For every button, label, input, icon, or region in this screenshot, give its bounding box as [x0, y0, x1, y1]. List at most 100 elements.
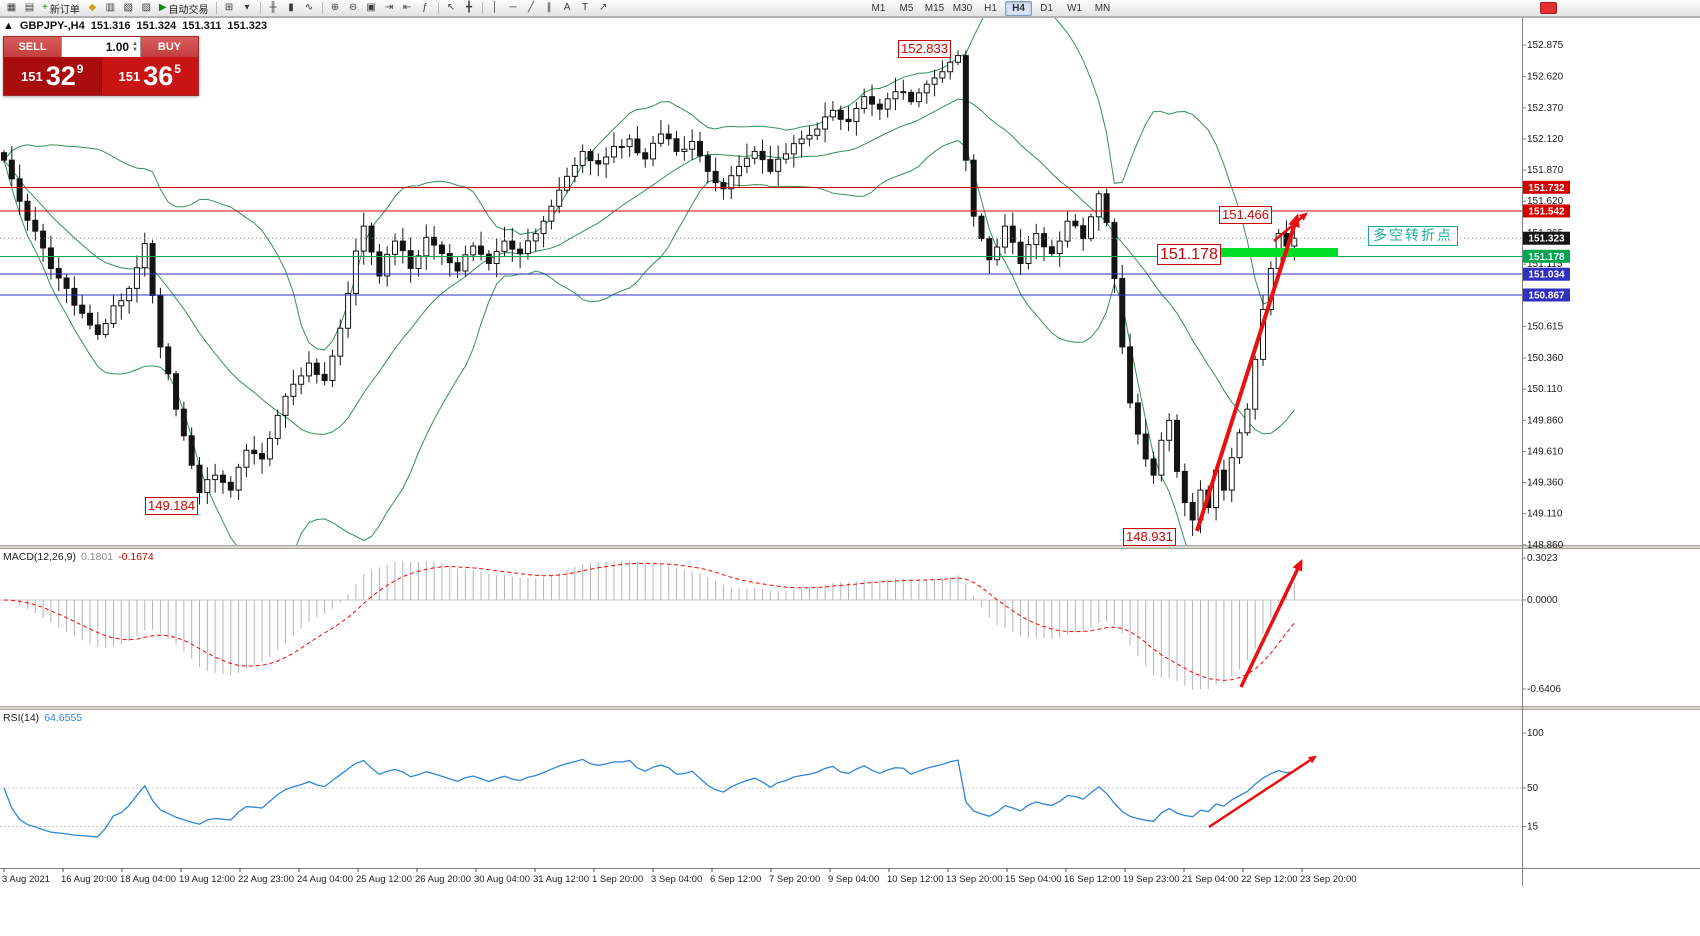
breakout-arrow[interactable] — [1273, 212, 1308, 242]
new-order-button[interactable]: + 新订单 — [39, 1, 83, 16]
arrows-tool-icon: ↗ — [598, 2, 608, 13]
profiles-icon: ▤ — [24, 2, 35, 13]
crosshair-tool-icon: ╋ — [466, 2, 473, 13]
rsi-rally-arrow[interactable] — [1208, 755, 1318, 829]
new-chart-button[interactable]: ⊞ — [221, 1, 238, 16]
chart-shift-button[interactable]: ⇤ — [399, 1, 416, 16]
price-tag-151.178 — [1523, 249, 1570, 263]
sell-price-prefix: 151 — [21, 68, 43, 84]
timeframe-M30[interactable]: M30 — [952, 3, 973, 14]
channel-tool-button[interactable]: ∥ — [541, 1, 558, 16]
cursor-tool-button[interactable]: ↖ — [443, 1, 460, 16]
price-axis-label: 152.875 — [1527, 40, 1564, 51]
time-axis-label: 10 Sep 12:00 — [887, 874, 944, 885]
market-watch-icon: ▥ — [105, 2, 116, 13]
label-tool-button[interactable]: T — [577, 1, 594, 16]
metaeditor-button[interactable]: ◆ — [84, 1, 101, 16]
macd-rally-arrow[interactable] — [1239, 558, 1303, 688]
candlestick-mode-button[interactable]: ▮ — [283, 1, 300, 16]
timeframe-D1[interactable]: D1 — [1040, 3, 1053, 14]
timeframe-W1[interactable]: W1 — [1067, 3, 1082, 14]
pivot-highlight-bar[interactable] — [1210, 248, 1338, 257]
price-axis-label: 149.360 — [1527, 478, 1564, 489]
time-axis-label: 6 Sep 12:00 — [710, 874, 761, 885]
time-axis-label: 3 Sep 04:00 — [651, 874, 702, 885]
zoom-out-button[interactable]: ⊖ — [345, 1, 362, 16]
volume-value: 1.00 — [105, 40, 130, 54]
new-order-label: 新订单 — [49, 4, 80, 16]
timeframe-M5[interactable]: M5 — [899, 3, 914, 14]
price-axis-label: 150.615 — [1527, 321, 1564, 332]
autotrading-button[interactable]: ▶ 自动交易 — [156, 1, 212, 16]
channel-tool-icon: ∥ — [546, 2, 552, 13]
timeframe-M1[interactable]: M1 — [871, 3, 886, 14]
line-chart-mode-button[interactable]: ∿ — [301, 1, 318, 16]
price-rally-arrow[interactable] — [1195, 213, 1300, 532]
rsi-axis-label: 100 — [1527, 728, 1544, 739]
timeframe-H4[interactable]: H4 — [1005, 1, 1032, 16]
spinner-down-icon[interactable]: ▼ — [132, 47, 138, 53]
main-price-panel — [1, 18, 1298, 545]
time-axis-label: 31 Aug 12:00 — [533, 874, 589, 885]
navigator-icon: ▨ — [141, 2, 152, 13]
spinner-up-icon[interactable]: ▲ — [132, 41, 138, 47]
time-axis-label: 16 Sep 12:00 — [1064, 874, 1121, 885]
notification-badge[interactable] — [1540, 2, 1557, 14]
time-axis-label: 23 Sep 20:00 — [1300, 874, 1357, 885]
time-axis-label: 9 Sep 04:00 — [828, 874, 879, 885]
trendline-tool-button[interactable]: ╱ — [523, 1, 540, 16]
crosshair-tool-button[interactable]: ╋ — [461, 1, 478, 16]
volume-input[interactable]: 1.00 ▲ ▼ — [61, 37, 141, 57]
one-click-trading-panel: SELL 1.00 ▲ ▼ BUY 151 32 9 151 36 5 — [3, 36, 199, 96]
time-axis-label: 30 Aug 04:00 — [474, 874, 530, 885]
timeframe-M15[interactable]: M15 — [924, 3, 945, 14]
price-axis-label: 152.120 — [1527, 134, 1564, 145]
sell-button[interactable]: SELL — [4, 37, 61, 57]
bar-chart-mode-button[interactable]: ╫ — [265, 1, 282, 16]
zoom-in-button[interactable]: ⊕ — [327, 1, 344, 16]
sell-price-display[interactable]: 151 32 9 — [4, 57, 102, 95]
price-axis-label: 149.860 — [1527, 415, 1564, 426]
timeframe-H1[interactable]: H1 — [984, 3, 997, 14]
time-axis-label: 22 Sep 12:00 — [1241, 874, 1298, 885]
sell-price-pips: 32 — [45, 60, 76, 91]
data-window-button[interactable]: ▧ — [120, 1, 137, 16]
trendline-tool-icon: ╱ — [528, 2, 535, 13]
data-window-icon: ▧ — [123, 2, 134, 13]
profiles-menu-button[interactable]: ▾ — [239, 1, 256, 16]
buy-price-display[interactable]: 151 36 5 — [101, 57, 198, 95]
vertical-line-tool-button[interactable]: │ — [487, 1, 504, 16]
price-axis-label: 148.860 — [1527, 540, 1564, 551]
arrows-tool-button[interactable]: ↗ — [595, 1, 612, 16]
price-axis-label: 151.115 — [1527, 259, 1563, 270]
time-axis-label: 16 Aug 20:00 — [61, 874, 117, 885]
svg-text:151.323: 151.323 — [1528, 234, 1565, 245]
indicators-list-button[interactable]: ƒ — [417, 1, 434, 16]
toolbar-separator — [215, 2, 217, 14]
time-axis-label: 3 Aug 2021 — [2, 874, 50, 885]
auto-scroll-button[interactable]: ⇥ — [381, 1, 398, 16]
macd-panel — [0, 560, 1522, 690]
auto-scroll-icon: ⇥ — [384, 2, 394, 13]
time-axis-label: 19 Aug 12:00 — [179, 874, 235, 885]
profiles-menu-icon: ▾ — [244, 2, 250, 13]
zoom-out-icon: ⊖ — [348, 2, 358, 13]
price-axis-label: 152.370 — [1527, 103, 1564, 114]
candlestick-mode-icon: ▮ — [288, 2, 294, 13]
navigator-button[interactable]: ▨ — [138, 1, 155, 16]
price-axis-label: 150.110 — [1527, 384, 1563, 395]
buy-button[interactable]: BUY — [141, 37, 198, 57]
timeframe-MN[interactable]: MN — [1094, 3, 1111, 14]
text-tool-button[interactable]: A — [559, 1, 576, 16]
tile-windows-button[interactable]: ▣ — [363, 1, 380, 16]
horizontal-line-tool-button[interactable]: ─ — [505, 1, 522, 16]
rsi-axis-label: 50 — [1527, 783, 1539, 794]
charts-grid-button[interactable]: ▦ — [3, 1, 20, 16]
price-axis-label: 150.360 — [1527, 353, 1564, 364]
volume-spinner[interactable]: ▲ ▼ — [132, 41, 138, 53]
cursor-tool-icon: ↖ — [446, 2, 456, 13]
profiles-button[interactable]: ▤ — [21, 1, 38, 16]
line-chart-mode-icon: ∿ — [304, 2, 314, 13]
market-watch-button[interactable]: ▥ — [102, 1, 119, 16]
